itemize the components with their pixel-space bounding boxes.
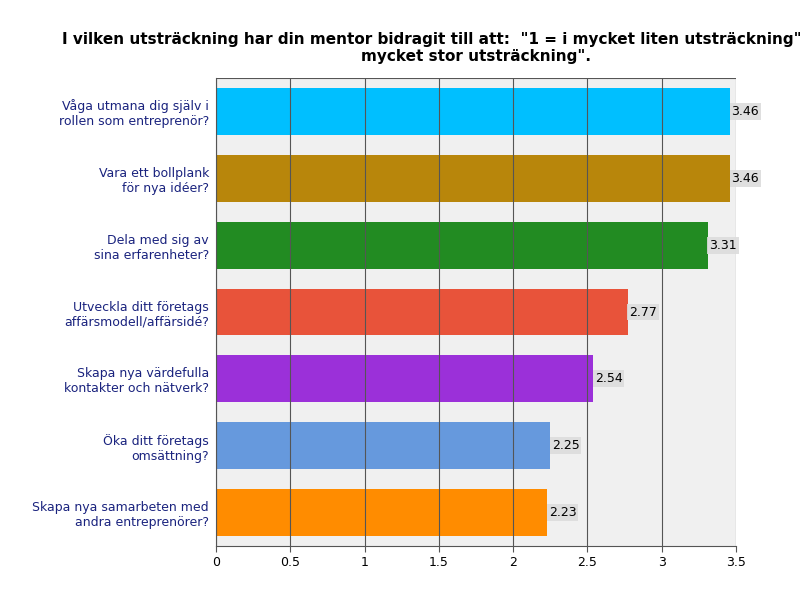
Bar: [216, 355, 594, 402]
Text: 2.25: 2.25: [552, 439, 579, 452]
Text: 2.23: 2.23: [549, 506, 577, 519]
Bar: [216, 88, 730, 135]
Text: 2.77: 2.77: [629, 305, 657, 319]
Text: 3.46: 3.46: [731, 172, 759, 185]
Bar: [216, 489, 547, 536]
Bar: [216, 289, 627, 335]
Text: 3.31: 3.31: [710, 239, 737, 251]
Bar: [216, 155, 730, 202]
Bar: [216, 422, 550, 469]
Bar: [216, 222, 708, 269]
Title: I vilken utsträckning har din mentor bidragit till att:  "1 = i mycket liten uts: I vilken utsträckning har din mentor bid…: [62, 32, 800, 64]
Text: 3.46: 3.46: [731, 105, 759, 118]
Text: 2.54: 2.54: [595, 373, 622, 385]
